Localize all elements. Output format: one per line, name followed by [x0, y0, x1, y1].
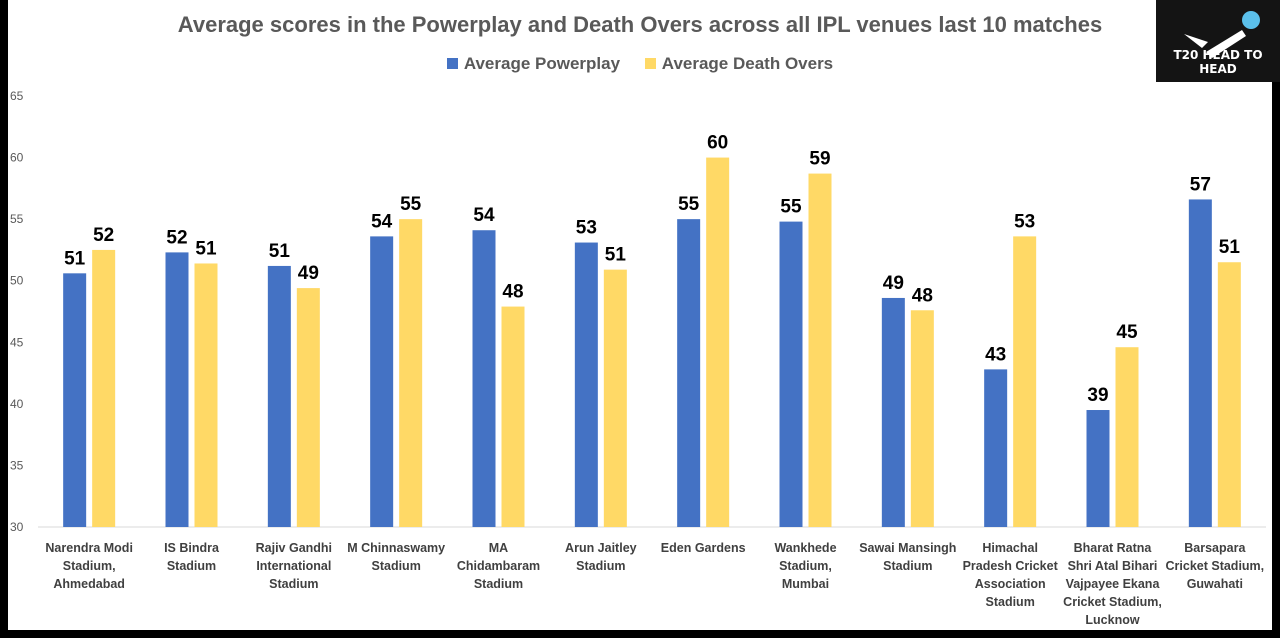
data-label-death-overs: 51	[195, 238, 217, 259]
x-tick-label: Arun Jaitley Stadium	[565, 541, 637, 573]
cricket-bat-ball-icon	[1184, 11, 1260, 58]
data-label-death-overs: 49	[298, 263, 319, 284]
bar-powerplay	[472, 230, 496, 527]
y-tick-label: 55	[10, 212, 24, 226]
bar-death-overs	[706, 157, 730, 528]
bar-death-overs	[92, 249, 116, 527]
bar-death-overs	[399, 219, 423, 527]
data-label-powerplay: 49	[883, 273, 904, 294]
x-tick-label: MA Chidambaram Stadium	[457, 541, 540, 591]
bar-death-overs	[1013, 236, 1037, 527]
bar-powerplay	[370, 236, 394, 527]
data-label-powerplay: 43	[985, 344, 1006, 365]
x-tick-label: Himachal Pradesh Cricket Association Stadiu…	[963, 541, 1059, 609]
data-label-powerplay: 39	[1087, 385, 1108, 406]
x-tick-label: Eden Gardens	[661, 541, 746, 555]
legend-swatch-powerplay	[446, 58, 458, 70]
x-tick-label: IS Bindra Stadium	[164, 541, 220, 573]
y-tick-label: 45	[10, 335, 24, 349]
y-tick-label: 35	[10, 458, 24, 472]
x-tick-label: Rajiv Gandhi International Stadium	[256, 541, 332, 591]
bar-powerplay	[1086, 410, 1110, 527]
data-label-powerplay: 55	[780, 197, 802, 218]
bar-powerplay	[677, 219, 701, 527]
data-label-death-overs: 53	[1014, 211, 1035, 232]
bar-death-overs	[296, 288, 320, 527]
legend-item-death-overs: Average Death Overs	[644, 54, 834, 74]
bar-death-overs	[1115, 347, 1139, 527]
y-tick-label: 65	[10, 89, 24, 103]
data-label-powerplay: 57	[1190, 174, 1211, 195]
data-label-death-overs: 45	[1116, 322, 1138, 343]
x-tick-label: Narendra Modi Stadium, Ahmedabad	[45, 541, 133, 591]
bar-powerplay	[881, 297, 905, 527]
data-label-death-overs: 51	[1219, 237, 1241, 258]
legend-swatch-death-overs	[644, 58, 656, 70]
y-tick-label: 40	[10, 397, 24, 411]
bar-powerplay	[779, 221, 803, 527]
bar-death-overs	[1217, 262, 1241, 527]
y-tick-label: 30	[10, 520, 24, 534]
data-label-powerplay: 51	[269, 241, 291, 262]
legend-label-death-overs: Average Death Overs	[661, 54, 834, 73]
data-label-powerplay: 55	[678, 194, 700, 215]
brand-logo: T20 HEAD TO HEAD	[1156, 0, 1280, 82]
bar-powerplay	[165, 252, 189, 528]
data-label-powerplay: 51	[64, 248, 86, 269]
bar-powerplay	[1188, 199, 1212, 527]
bar-death-overs	[808, 173, 832, 527]
x-tick-label: Barsapara Cricket Stadium, Guwahati	[1166, 541, 1265, 591]
bar-death-overs	[603, 269, 627, 527]
x-tick-label: Wankhede Stadium, Mumbai	[774, 541, 836, 591]
data-label-death-overs: 48	[502, 282, 523, 303]
data-label-death-overs: 48	[912, 285, 933, 306]
data-label-powerplay: 54	[371, 211, 393, 232]
bar-death-overs	[194, 263, 218, 527]
bar-death-overs	[501, 306, 525, 527]
bar-powerplay	[574, 242, 598, 528]
chart-title: Average scores in the Powerplay and Deat…	[177, 12, 1103, 37]
bar-powerplay	[267, 265, 291, 527]
data-label-death-overs: 55	[400, 194, 422, 215]
data-label-death-overs: 51	[605, 245, 627, 266]
chart-legend: Average Powerplay Average Death Overs	[0, 54, 1280, 74]
x-tick-label: M Chinnaswamy Stadium	[347, 541, 445, 573]
bar-death-overs	[910, 310, 934, 527]
legend-label-powerplay: Average Powerplay	[463, 54, 621, 73]
data-label-powerplay: 54	[473, 205, 495, 226]
brand-logo-text: T20 HEAD TO HEAD	[1173, 48, 1263, 76]
data-label-death-overs: 60	[707, 133, 728, 154]
data-label-powerplay: 53	[576, 218, 597, 239]
data-label-death-overs: 52	[93, 225, 114, 246]
y-tick-label: 50	[10, 274, 24, 288]
data-label-death-overs: 59	[809, 149, 830, 170]
bar-powerplay	[984, 369, 1008, 527]
legend-item-powerplay: Average Powerplay	[446, 54, 621, 74]
y-tick-label: 60	[10, 151, 24, 165]
x-tick-label: Bharat Ratna Shri Atal Bihari Vajpayee Eka…	[1063, 541, 1162, 627]
x-tick-label: Sawai Mansingh Stadium	[859, 541, 956, 573]
bar-powerplay	[63, 273, 87, 527]
data-label-powerplay: 52	[166, 227, 187, 248]
